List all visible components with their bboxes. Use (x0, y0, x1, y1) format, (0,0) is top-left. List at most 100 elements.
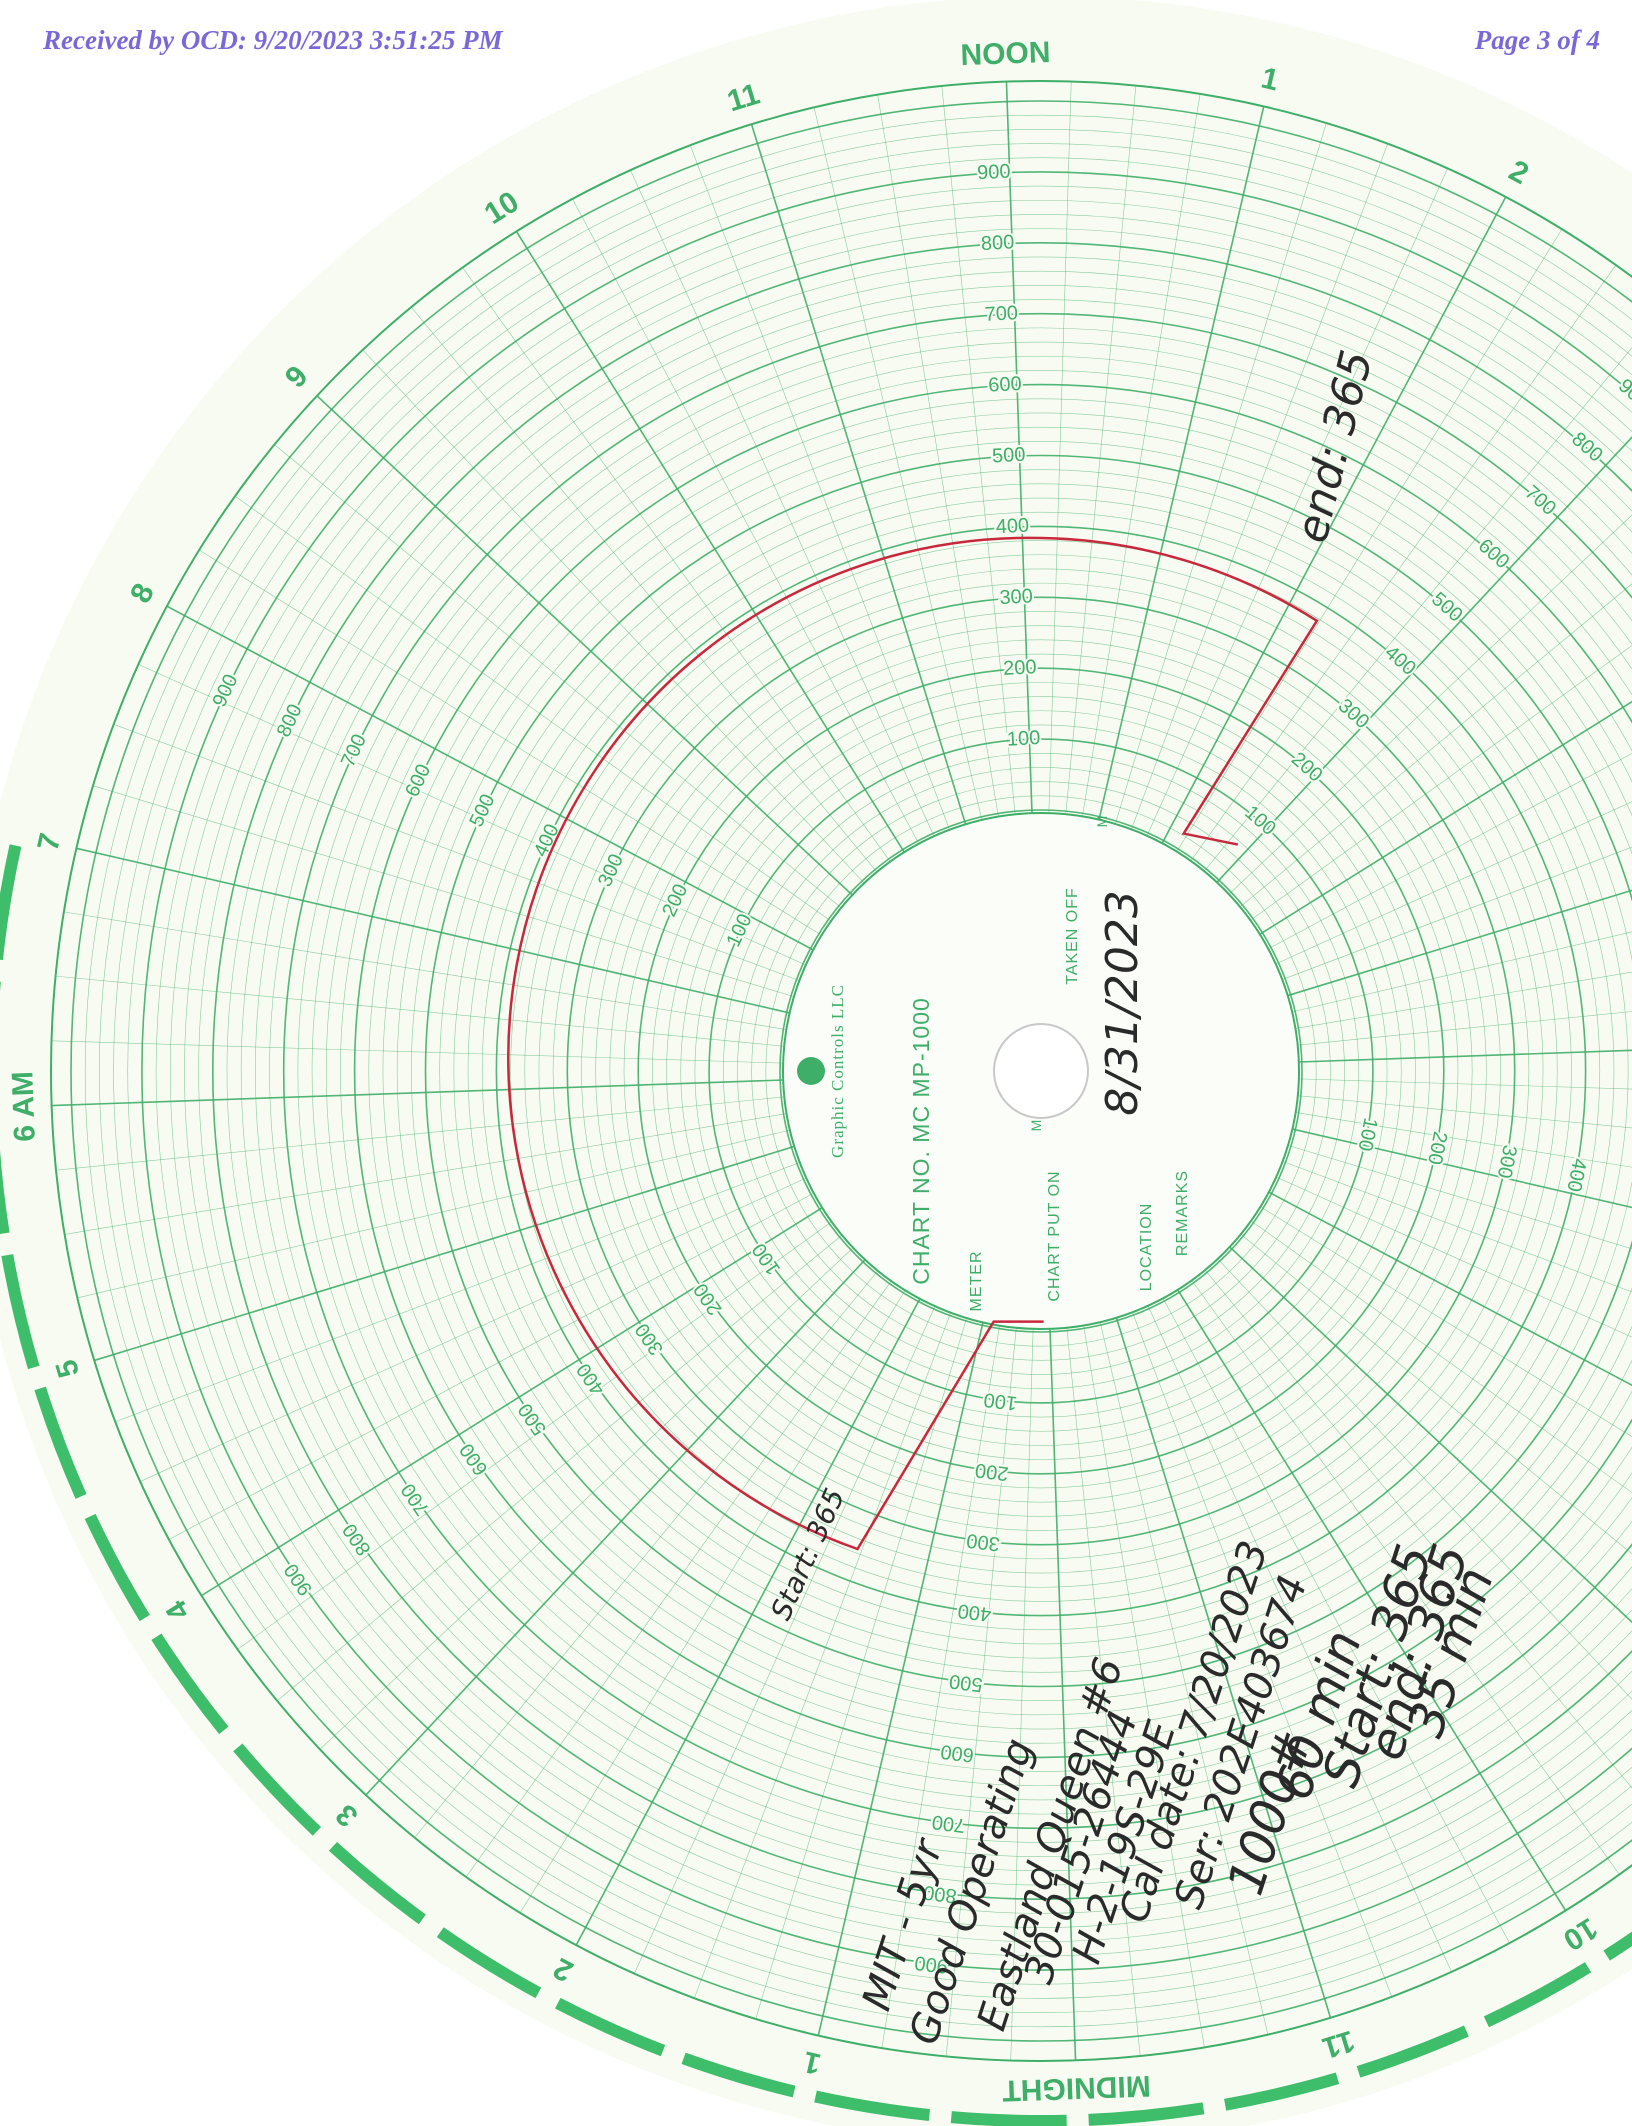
grid-ring (765, 795, 1317, 1347)
taken-off-m: M (1094, 815, 1110, 828)
grid-ring (680, 710, 1402, 1432)
grid-ring (397, 427, 1632, 1715)
grid-ring (269, 299, 1632, 1843)
rim-bar (1356, 2025, 1469, 2078)
grid-radial (1082, 93, 1201, 817)
grid-radial (76, 847, 790, 1014)
scale-label: 500 (992, 444, 1026, 468)
grid-ring (722, 752, 1360, 1390)
grid-ring (652, 682, 1430, 1460)
grid-radial (1177, 1289, 1567, 1911)
grid-radial (515, 231, 905, 853)
put-on-m: M (1028, 1119, 1044, 1132)
meter-label: METER (968, 1251, 985, 1312)
grid-radial (634, 1306, 936, 1974)
grid-ring (85, 115, 1632, 2027)
grid-radial (694, 1312, 951, 1999)
grid-radial (750, 124, 967, 825)
grid-radial (94, 1145, 795, 1362)
grid-radial (237, 1221, 832, 1650)
grid-radial (201, 1207, 823, 1597)
grid-ring (411, 441, 1632, 1701)
grid-ring (637, 667, 1445, 1475)
brand: Graphic Controls LLC (828, 984, 847, 1158)
grid-radial (140, 1177, 807, 1482)
grid-ring (779, 809, 1303, 1333)
grid-ring (354, 384, 1632, 1758)
grid-radial (1048, 81, 1072, 814)
rim-bar (436, 1927, 542, 1999)
center-labels: Graphic Controls LLC CHART NO. MC MP-100… (797, 815, 1191, 1312)
grid-radial (166, 605, 814, 951)
scale-label: 800 (980, 231, 1014, 255)
grid-radial (1240, 1234, 1632, 1555)
scale-label: 400 (957, 1599, 993, 1625)
grid-ring (127, 157, 1632, 1985)
grid-radial (1228, 514, 1632, 895)
grid-radial (414, 1270, 878, 1838)
grid-radial (1260, 1206, 1632, 1438)
grid-radial (319, 1247, 854, 1750)
rim-bar (1, 1254, 40, 1370)
scale-label: 300 (999, 585, 1033, 609)
grid-radial (1099, 1322, 1269, 2035)
grid-ring (382, 412, 1632, 1730)
grid-radial (1005, 81, 1033, 814)
grid-radial (362, 349, 865, 884)
grid-ring (495, 525, 1587, 1617)
page-number: Page 3 of 4 (1474, 25, 1600, 55)
grid-ring (283, 313, 1632, 1829)
grid-radial (941, 85, 1016, 815)
grid-radial (198, 549, 822, 936)
scale-label: 700 (984, 302, 1018, 326)
rim-bar (1483, 1962, 1592, 2028)
hour-label: NOON (960, 36, 1051, 72)
brand-logo (797, 1057, 825, 1085)
grid-radial (1250, 645, 1632, 921)
grid-radial (755, 1317, 967, 2020)
grid-ring (241, 271, 1632, 1871)
grid-radial (1146, 168, 1448, 836)
grid-radial (575, 1298, 921, 1946)
scale-label: 300 (965, 1529, 1001, 1555)
grid-ring (212, 242, 1632, 1900)
grid-radial (689, 145, 950, 830)
grid-radial (113, 724, 800, 981)
grid-radial (92, 785, 795, 997)
grid-ring (198, 228, 1632, 1914)
grid-ring (737, 767, 1345, 1375)
grid-radial (77, 1129, 790, 1299)
rim-bar (0, 844, 22, 961)
grid-radial (1191, 1280, 1620, 1875)
grid-radial (1297, 1095, 1632, 1129)
grid-ring (99, 129, 1632, 2013)
grid-ring (170, 200, 1632, 1942)
grid-radial (1287, 1145, 1632, 1250)
grid-radial (64, 1113, 787, 1235)
grid-radial (51, 1079, 784, 1107)
grid-ring (255, 285, 1632, 1857)
taken-off-label: TAKEN OFF (1064, 887, 1081, 985)
grid-radial (411, 306, 878, 873)
pen-trace (507, 536, 1319, 1551)
scale-label: 400 (995, 515, 1029, 539)
scale-label: 200 (974, 1459, 1010, 1485)
hour-label: 7 (32, 830, 68, 854)
rim-bar (0, 1149, 10, 1235)
grid-radial (1287, 889, 1632, 997)
grid-radial (55, 1096, 785, 1171)
grid-radial (1132, 1312, 1393, 1997)
grid-radial (1292, 1128, 1632, 1209)
grid-radial (813, 107, 983, 820)
grid-radial (1275, 801, 1632, 965)
grid-radial (1276, 1176, 1632, 1338)
grid-radial (365, 1259, 866, 1796)
chart-number: CHART NO. MC MP-1000 (908, 997, 934, 1285)
grid-radial (138, 664, 806, 966)
grid-ring (581, 611, 1501, 1531)
grid-radial (1161, 196, 1507, 844)
grid-radial (1216, 436, 1632, 883)
grid-radial (1298, 1049, 1632, 1063)
grid-ring (297, 327, 1632, 1815)
